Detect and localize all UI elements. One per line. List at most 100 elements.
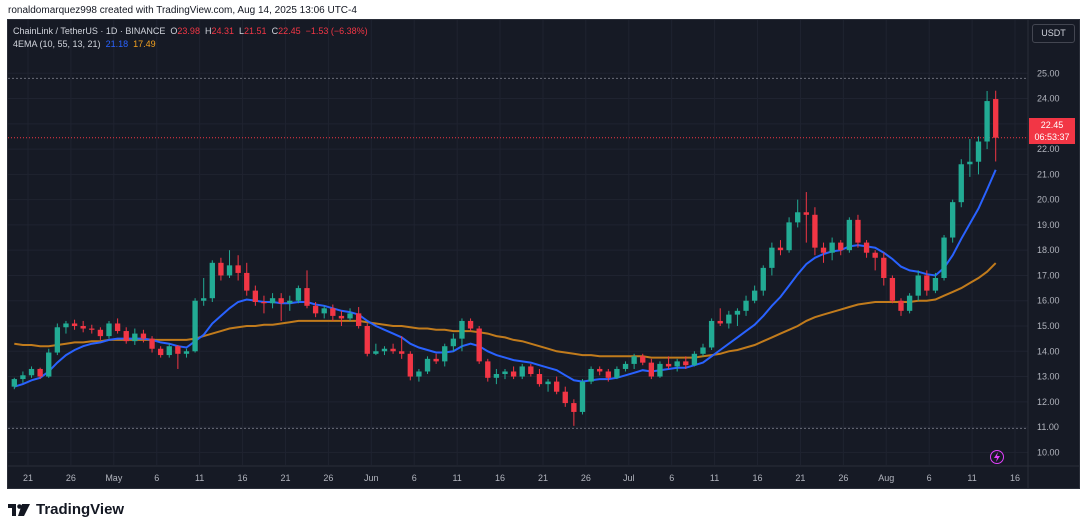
y-tick-label: 16.00 xyxy=(1037,296,1060,306)
candle-body xyxy=(820,247,827,253)
indicator-legend: 4EMA (10, 55, 13, 21) 21.18 17.49 xyxy=(13,39,156,49)
candle-body xyxy=(132,333,138,342)
candle-body xyxy=(226,265,233,276)
candle-body xyxy=(493,374,500,378)
flash-icon[interactable] xyxy=(990,450,1004,464)
candle-body xyxy=(855,219,861,243)
candle-body xyxy=(949,202,956,238)
candle-body xyxy=(123,331,129,342)
candle-body xyxy=(166,346,172,356)
candle-body xyxy=(777,247,784,251)
candle-body xyxy=(519,366,525,377)
x-tick-label: Aug xyxy=(878,473,894,483)
candle-body xyxy=(106,323,112,337)
x-tick-label: 26 xyxy=(323,473,333,483)
ema-fast-value: 21.18 xyxy=(105,39,129,49)
candle-body xyxy=(63,323,69,328)
candle-body xyxy=(881,257,887,278)
candle-body xyxy=(269,298,276,304)
bar-countdown: 06:53:37 xyxy=(1034,132,1070,142)
candle-body xyxy=(175,346,181,354)
x-tick-label: 16 xyxy=(238,473,248,483)
candle-body xyxy=(11,379,17,387)
high-value: 24.31 xyxy=(211,26,234,36)
candle-body xyxy=(467,320,474,329)
candle-body xyxy=(459,320,465,339)
candle-body xyxy=(252,290,259,302)
y-tick-label: 14.00 xyxy=(1037,346,1060,356)
candle-body xyxy=(889,277,896,301)
candle-body xyxy=(993,99,999,138)
tradingview-logo-icon xyxy=(8,503,30,516)
x-tick-label: 21 xyxy=(538,473,548,483)
candle-body xyxy=(330,308,336,316)
x-tick-label: 11 xyxy=(710,473,719,483)
candle-body xyxy=(442,346,448,362)
candle-body xyxy=(795,212,801,223)
y-tick-label: 20.00 xyxy=(1037,195,1060,205)
candle-body xyxy=(588,368,594,382)
candle-body xyxy=(665,363,672,367)
candle-body xyxy=(364,326,370,354)
candle-body xyxy=(915,275,921,296)
candle-body xyxy=(924,275,930,291)
candle-body xyxy=(614,368,620,378)
currency-button[interactable]: USDT xyxy=(1032,24,1075,43)
low-value: 21.51 xyxy=(244,26,267,36)
symbol-name: ChainLink / TetherUS · 1D · BINANCE xyxy=(13,26,166,36)
candle-body xyxy=(287,300,293,304)
symbol-legend: ChainLink / TetherUS · 1D · BINANCE O23.… xyxy=(13,26,368,36)
candle-body xyxy=(321,308,327,314)
close-label: C xyxy=(271,26,279,36)
candle-body xyxy=(691,353,698,366)
candle-body xyxy=(674,361,680,367)
y-tick-label: 19.00 xyxy=(1037,220,1060,230)
candle-body xyxy=(97,329,104,337)
candle-body xyxy=(355,313,362,326)
y-tick-label: 25.00 xyxy=(1037,68,1060,78)
x-tick-label: 26 xyxy=(581,473,591,483)
candle-body xyxy=(829,242,835,253)
candle-body xyxy=(416,371,422,377)
x-tick-label: 11 xyxy=(452,473,461,483)
candle-body xyxy=(579,381,586,412)
candle-body xyxy=(407,353,413,377)
x-tick-label: 16 xyxy=(495,473,505,483)
tradingview-brand[interactable]: TradingView xyxy=(8,501,124,518)
x-tick-label: 11 xyxy=(967,473,976,483)
candle-body xyxy=(347,313,353,319)
candle-body xyxy=(89,328,95,330)
candle-body xyxy=(803,212,809,215)
candle-body xyxy=(140,333,147,339)
x-tick-label: 6 xyxy=(412,473,417,483)
candle-body xyxy=(450,338,457,347)
y-tick-label: 15.00 xyxy=(1037,321,1060,331)
candle-body xyxy=(218,262,224,276)
candle-body xyxy=(278,298,284,304)
candle-body xyxy=(562,391,568,404)
x-tick-label: 6 xyxy=(927,473,932,483)
candle-body xyxy=(906,295,913,311)
y-tick-label: 10.00 xyxy=(1037,447,1060,457)
candle-body xyxy=(71,323,78,326)
candle-body xyxy=(863,242,870,253)
last-price-value: 22.45 xyxy=(1040,120,1064,130)
x-tick-label: 11 xyxy=(195,473,204,483)
high-label: H xyxy=(204,26,212,36)
candle-body xyxy=(28,368,35,376)
y-tick-label: 18.00 xyxy=(1037,245,1060,255)
candle-body xyxy=(209,262,215,299)
candle-body xyxy=(114,323,121,332)
candle-body xyxy=(149,338,155,349)
candle-body xyxy=(312,305,319,314)
candle-body xyxy=(54,327,61,353)
x-tick-label: 21 xyxy=(23,473,33,483)
candle-body xyxy=(941,237,947,278)
candle-body xyxy=(932,277,939,291)
candle-body xyxy=(812,214,818,248)
x-tick-label: 6 xyxy=(669,473,674,483)
candle-body xyxy=(201,298,207,301)
candle-body xyxy=(967,161,973,165)
candle-body xyxy=(760,267,766,291)
